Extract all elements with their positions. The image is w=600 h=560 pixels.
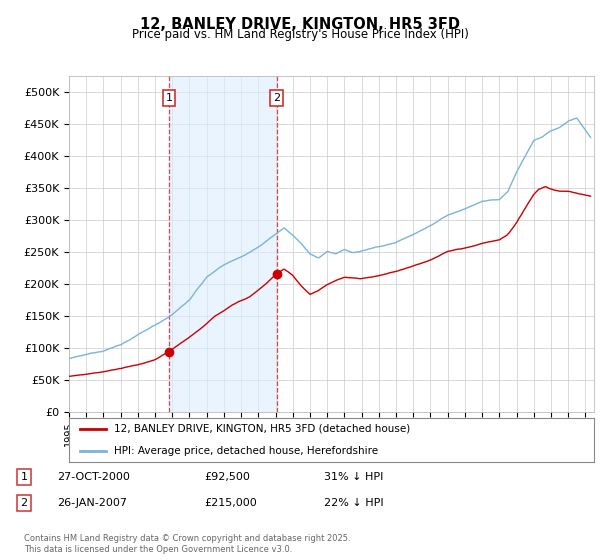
Text: Price paid vs. HM Land Registry's House Price Index (HPI): Price paid vs. HM Land Registry's House … (131, 28, 469, 41)
Text: Contains HM Land Registry data © Crown copyright and database right 2025.
This d: Contains HM Land Registry data © Crown c… (24, 534, 350, 554)
Text: 22% ↓ HPI: 22% ↓ HPI (324, 498, 383, 508)
Text: 2: 2 (20, 498, 28, 508)
Text: 2: 2 (273, 93, 280, 103)
Text: 27-OCT-2000: 27-OCT-2000 (57, 472, 130, 482)
Text: 12, BANLEY DRIVE, KINGTON, HR5 3FD: 12, BANLEY DRIVE, KINGTON, HR5 3FD (140, 17, 460, 32)
Bar (169, 76, 277, 412)
Text: 1: 1 (166, 93, 173, 103)
Text: 12, BANLEY DRIVE, KINGTON, HR5 3FD (detached house): 12, BANLEY DRIVE, KINGTON, HR5 3FD (deta… (113, 424, 410, 434)
Text: £92,500: £92,500 (204, 472, 250, 482)
Text: HPI: Average price, detached house, Herefordshire: HPI: Average price, detached house, Here… (113, 446, 378, 456)
Text: 26-JAN-2007: 26-JAN-2007 (57, 498, 127, 508)
Text: 31% ↓ HPI: 31% ↓ HPI (324, 472, 383, 482)
Text: 1: 1 (20, 472, 28, 482)
Text: £215,000: £215,000 (204, 498, 257, 508)
